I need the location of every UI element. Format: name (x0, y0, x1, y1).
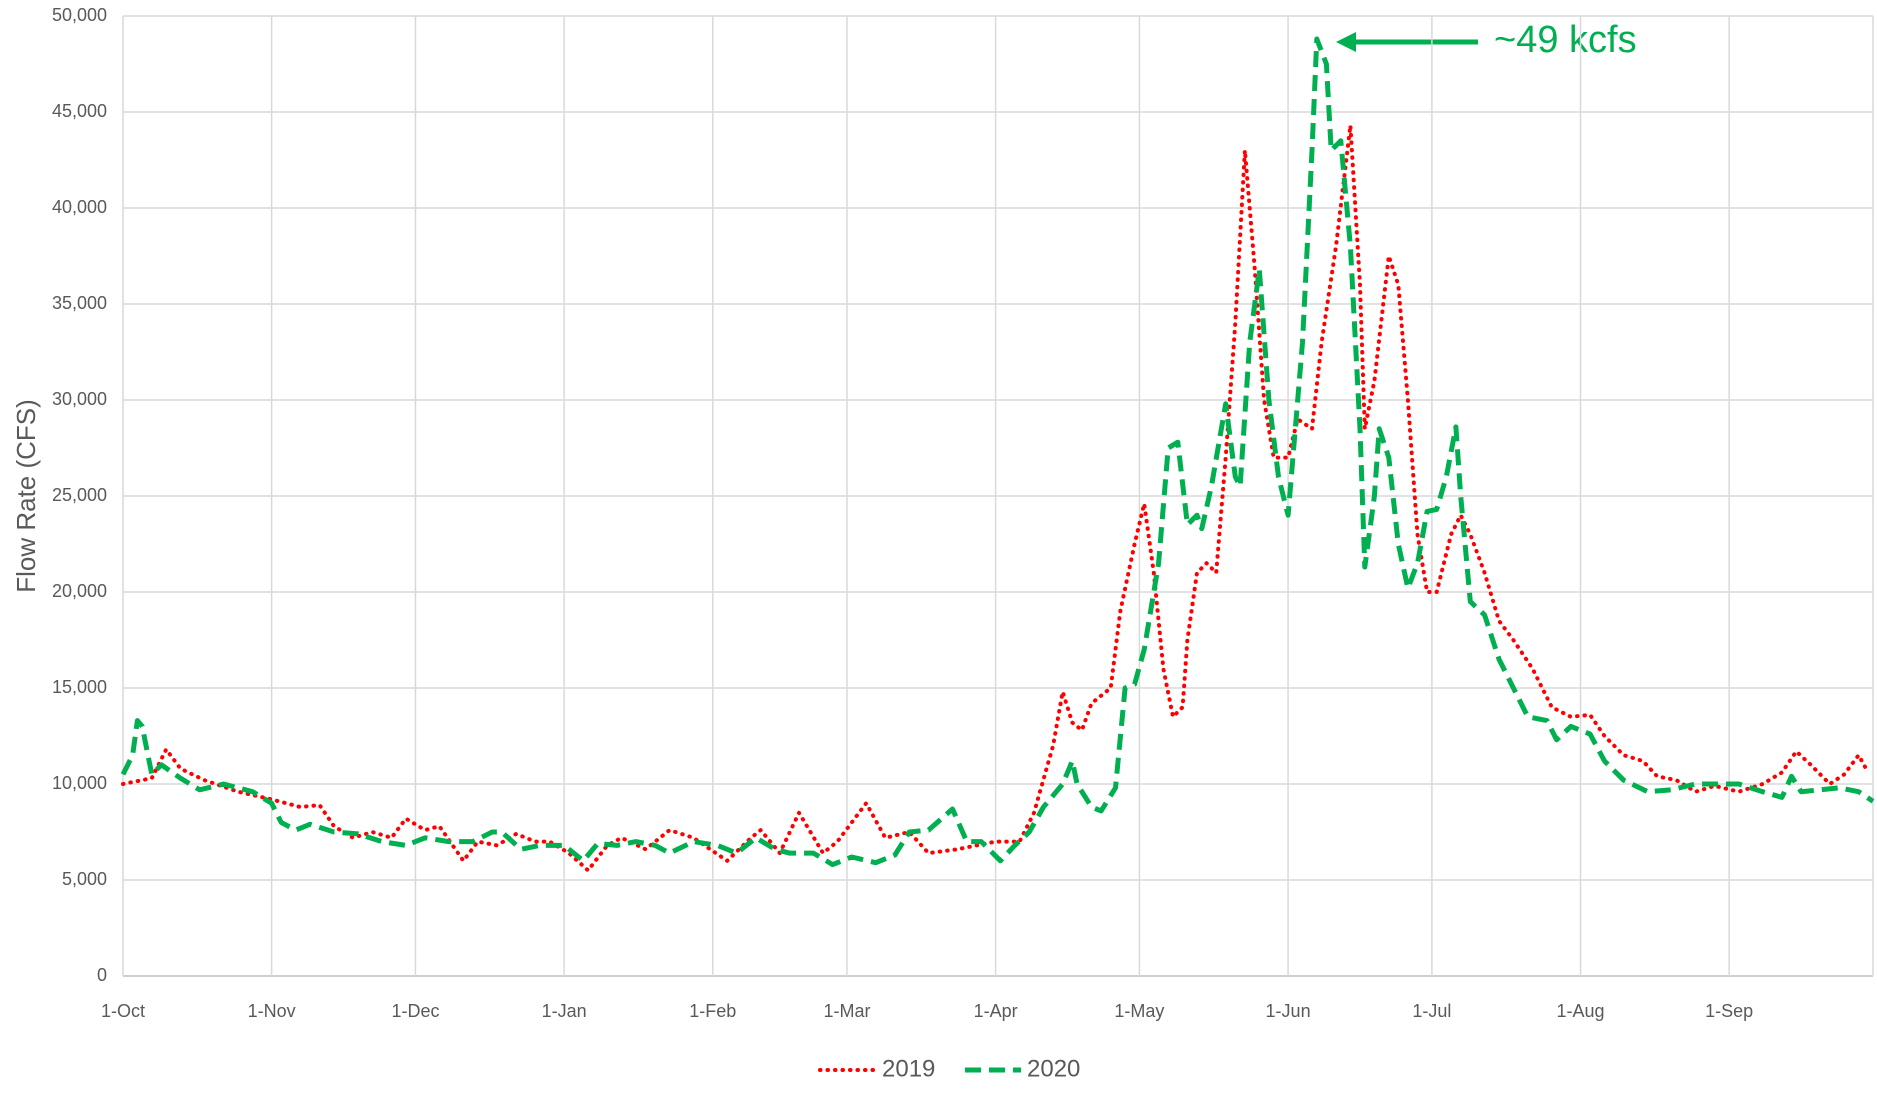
legend-label: 2019 (882, 1055, 935, 1082)
y-tick-label: 20,000 (52, 581, 107, 601)
y-tick-label: 45,000 (52, 101, 107, 121)
x-tick-label: 1-Jun (1266, 1001, 1311, 1021)
y-tick-label: 15,000 (52, 677, 107, 697)
y-tick-label: 5,000 (62, 869, 107, 889)
x-tick-label: 1-May (1114, 1001, 1164, 1021)
y-tick-label: 40,000 (52, 197, 107, 217)
y-tick-label: 0 (97, 965, 107, 985)
series-line (120, 36, 1875, 868)
x-tick-label: 1-Mar (823, 1001, 870, 1021)
x-tick-label: 1-Apr (974, 1001, 1018, 1021)
series-line (121, 123, 1871, 873)
y-tick-label: 30,000 (52, 389, 107, 409)
x-tick-label: 1-Nov (248, 1001, 296, 1021)
x-tick-label: 1-Feb (689, 1001, 736, 1021)
annotation: ~49 kcfs (1494, 19, 1637, 61)
y-tick-label: 25,000 (52, 485, 107, 505)
y-tick-label: 50,000 (52, 5, 107, 25)
legend-label: 2020 (1027, 1055, 1080, 1082)
x-tick-label: 1-Sep (1705, 1001, 1753, 1021)
y-axis-label: Flow Rate (CFS) (11, 399, 41, 593)
x-tick-label: 1-Dec (391, 1001, 439, 1021)
x-tick-label: 1-Aug (1557, 1001, 1605, 1021)
y-tick-label: 35,000 (52, 293, 107, 313)
x-tick-label: 1-Jan (542, 1001, 587, 1021)
y-tick-label: 10,000 (52, 773, 107, 793)
x-tick-label: 1-Oct (101, 1001, 145, 1021)
annotation-arrowhead (1336, 32, 1356, 52)
x-tick-label: 1-Jul (1412, 1001, 1451, 1021)
